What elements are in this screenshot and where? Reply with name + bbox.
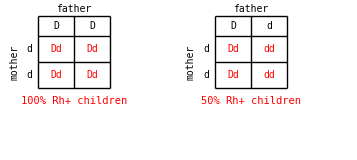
Text: D: D <box>89 21 95 31</box>
Text: Dd: Dd <box>227 44 239 54</box>
Text: mother: mother <box>186 44 196 80</box>
Text: D: D <box>53 21 59 31</box>
Text: dd: dd <box>263 70 275 80</box>
Text: Dd: Dd <box>86 44 98 54</box>
Text: d: d <box>203 70 209 80</box>
Text: d: d <box>266 21 272 31</box>
Text: d: d <box>203 44 209 54</box>
Text: Dd: Dd <box>86 70 98 80</box>
Text: 100% Rh+ children: 100% Rh+ children <box>21 96 127 106</box>
Text: Dd: Dd <box>227 70 239 80</box>
Text: father: father <box>56 4 92 14</box>
Text: dd: dd <box>263 44 275 54</box>
Text: D: D <box>230 21 236 31</box>
Text: mother: mother <box>9 44 19 80</box>
Text: Dd: Dd <box>50 70 62 80</box>
Text: d: d <box>26 44 32 54</box>
Text: Dd: Dd <box>50 44 62 54</box>
Text: 50% Rh+ children: 50% Rh+ children <box>201 96 301 106</box>
Text: father: father <box>233 4 268 14</box>
Text: d: d <box>26 70 32 80</box>
